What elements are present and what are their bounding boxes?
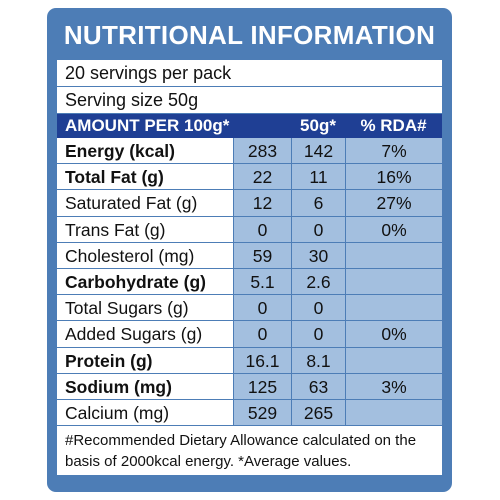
table-row: Carbohydrate (g) 5.1 2.6 [57, 268, 442, 296]
header-spacer [233, 114, 291, 138]
value-rda: 0% [345, 321, 442, 347]
value-rda: 16% [345, 164, 442, 190]
nutrient-name: Total Fat (g) [57, 164, 233, 190]
table-row: Total Fat (g) 22 11 16% [57, 164, 442, 191]
table-row: Added Sugars (g) 0 0 0% [57, 321, 442, 348]
nutrient-name: Protein (g) [57, 347, 233, 373]
value-per-100g: 0 [233, 295, 291, 321]
table-row: Cholesterol (mg) 59 30 [57, 242, 442, 269]
value-per-50g: 11 [291, 164, 345, 190]
value-rda [345, 295, 442, 321]
value-per-50g: 6 [291, 190, 345, 216]
value-per-50g: 0 [291, 295, 345, 321]
value-per-50g: 8.1 [291, 347, 345, 373]
header-serving: 50g* [300, 116, 336, 135]
nutrient-name: Sodium (mg) [57, 373, 233, 399]
value-per-100g: 12 [233, 190, 291, 216]
nutrient-name: Saturated Fat (g) [57, 190, 233, 216]
panel-title: NUTRITIONAL INFORMATION [63, 20, 436, 50]
nutrient-name: Total Sugars (g) [57, 295, 233, 321]
value-rda [345, 268, 442, 295]
nutrient-name: Energy (kcal) [57, 138, 233, 164]
nutrient-name: Trans Fat (g) [57, 216, 233, 242]
value-per-50g: 2.6 [291, 268, 345, 295]
nutrient-name: Cholesterol (mg) [57, 242, 233, 268]
nutrient-name: Carbohydrate (g) [57, 268, 233, 295]
value-per-100g: 16.1 [233, 347, 291, 373]
header-amount: AMOUNT PER 100g* [65, 116, 230, 135]
value-rda: 7% [345, 138, 442, 164]
value-per-100g: 22 [233, 164, 291, 190]
value-per-100g: 0 [233, 321, 291, 347]
nutrition-table: 20 servings per pack Serving size 50g AM… [57, 60, 442, 475]
table-row: Trans Fat (g) 0 0 0% [57, 216, 442, 243]
value-rda: 0% [345, 216, 442, 242]
value-rda [345, 347, 442, 373]
table-row: Energy (kcal) 283 142 7% [57, 138, 442, 165]
table-row: Calcium (mg) 529 265 [57, 399, 442, 427]
header-rda: % RDA# [360, 116, 427, 135]
value-per-100g: 283 [233, 138, 291, 164]
value-rda [345, 242, 442, 268]
nutrient-name: Calcium (mg) [57, 399, 233, 426]
footnote: #Recommended Dietary Allowance calculate… [65, 432, 417, 471]
value-per-100g: 5.1 [233, 268, 291, 295]
value-per-100g: 59 [233, 242, 291, 268]
table-row: Protein (g) 16.1 8.1 [57, 347, 442, 374]
table-row: Saturated Fat (g) 12 6 27% [57, 190, 442, 217]
value-per-100g: 529 [233, 399, 291, 426]
nutrition-panel: NUTRITIONAL INFORMATION 20 servings per … [47, 8, 452, 492]
servings-per-pack: 20 servings per pack [57, 60, 442, 87]
value-per-100g: 125 [233, 373, 291, 399]
value-per-50g: 30 [291, 242, 345, 268]
value-rda: 27% [345, 190, 442, 216]
nutrient-name: Added Sugars (g) [57, 321, 233, 347]
value-per-100g: 0 [233, 216, 291, 242]
value-rda: 3% [345, 373, 442, 399]
value-per-50g: 0 [291, 216, 345, 242]
table-row: Sodium (mg) 125 63 3% [57, 373, 442, 400]
value-per-50g: 0 [291, 321, 345, 347]
table-header: AMOUNT PER 100g* 50g* % RDA# [57, 114, 442, 138]
value-rda [345, 399, 442, 426]
value-per-50g: 265 [291, 399, 345, 426]
serving-size: Serving size 50g [57, 87, 442, 114]
table-row: Total Sugars (g) 0 0 [57, 295, 442, 322]
value-per-50g: 142 [291, 138, 345, 164]
value-per-50g: 63 [291, 373, 345, 399]
